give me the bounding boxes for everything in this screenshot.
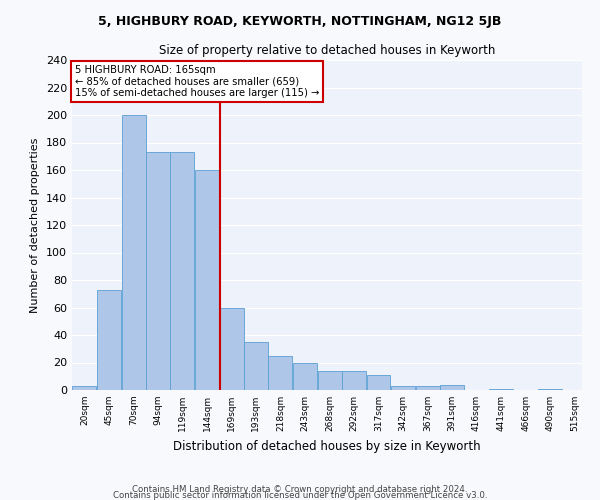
Bar [122,115,146,390]
Bar [342,371,366,390]
Bar [440,384,464,390]
Text: Contains HM Land Registry data © Crown copyright and database right 2024.: Contains HM Land Registry data © Crown c… [132,484,468,494]
Text: 5, HIGHBURY ROAD, KEYWORTH, NOTTINGHAM, NG12 5JB: 5, HIGHBURY ROAD, KEYWORTH, NOTTINGHAM, … [98,15,502,28]
Y-axis label: Number of detached properties: Number of detached properties [31,138,40,312]
Bar [538,388,562,390]
Bar [391,386,415,390]
Bar [195,170,219,390]
Text: 5 HIGHBURY ROAD: 165sqm
← 85% of detached houses are smaller (659)
15% of semi-d: 5 HIGHBURY ROAD: 165sqm ← 85% of detache… [74,65,319,98]
Bar [146,152,170,390]
Bar [367,375,391,390]
Text: Contains public sector information licensed under the Open Government Licence v3: Contains public sector information licen… [113,490,487,500]
Bar [97,290,121,390]
Bar [244,342,268,390]
Bar [318,371,342,390]
Bar [268,356,292,390]
X-axis label: Distribution of detached houses by size in Keyworth: Distribution of detached houses by size … [173,440,481,452]
Bar [220,308,244,390]
Title: Size of property relative to detached houses in Keyworth: Size of property relative to detached ho… [159,44,495,58]
Bar [170,152,194,390]
Bar [490,388,513,390]
Bar [73,386,97,390]
Bar [293,362,317,390]
Bar [416,386,440,390]
